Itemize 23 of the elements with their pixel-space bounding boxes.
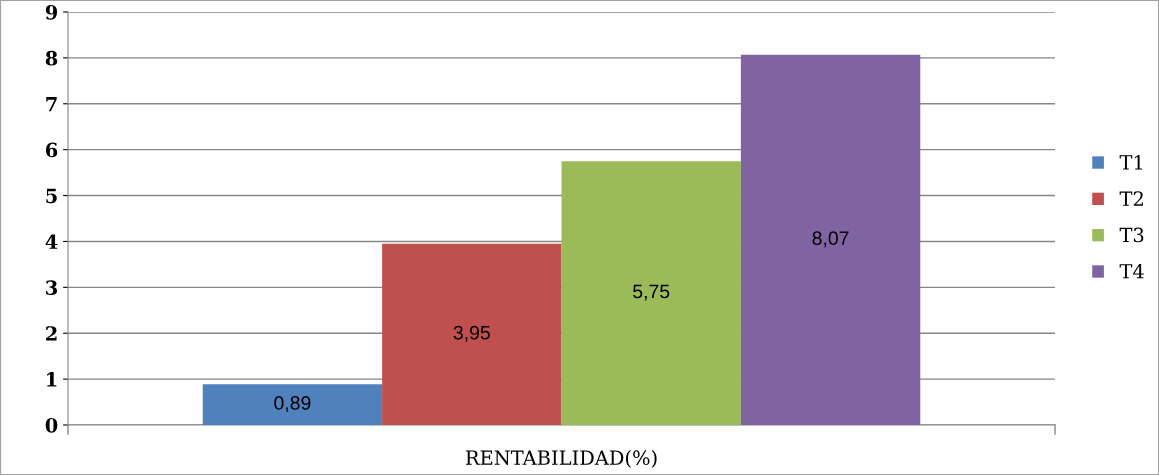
legend-label: T3 (1119, 227, 1144, 243)
y-tick-label: 3 (46, 280, 58, 295)
data-label: 8,07 (812, 231, 849, 248)
bar (561, 161, 741, 425)
data-label: 5,75 (633, 284, 670, 301)
y-tick-label: 4 (45, 234, 58, 249)
legend-label: T1 (1119, 154, 1143, 170)
bar (382, 243, 562, 425)
data-label: 0,89 (274, 396, 311, 413)
y-tick-label: 6 (45, 142, 58, 158)
bar (740, 54, 921, 425)
y-tick-label: 1 (47, 372, 57, 387)
x-tick-label: RENTABILIDAD(%) (465, 450, 657, 468)
legend-label: T2 (1119, 191, 1143, 206)
y-tick-label: 9 (45, 4, 58, 20)
y-tick-label: 0 (45, 417, 58, 433)
y-tick-label: 8 (45, 50, 58, 66)
legend-label: T4 (1119, 263, 1144, 279)
y-tick-label: 5 (46, 188, 57, 204)
y-tick-label: 7 (46, 96, 57, 112)
y-tick-label: 2 (46, 326, 57, 341)
bar (202, 384, 383, 425)
data-label: 3,95 (453, 325, 490, 342)
